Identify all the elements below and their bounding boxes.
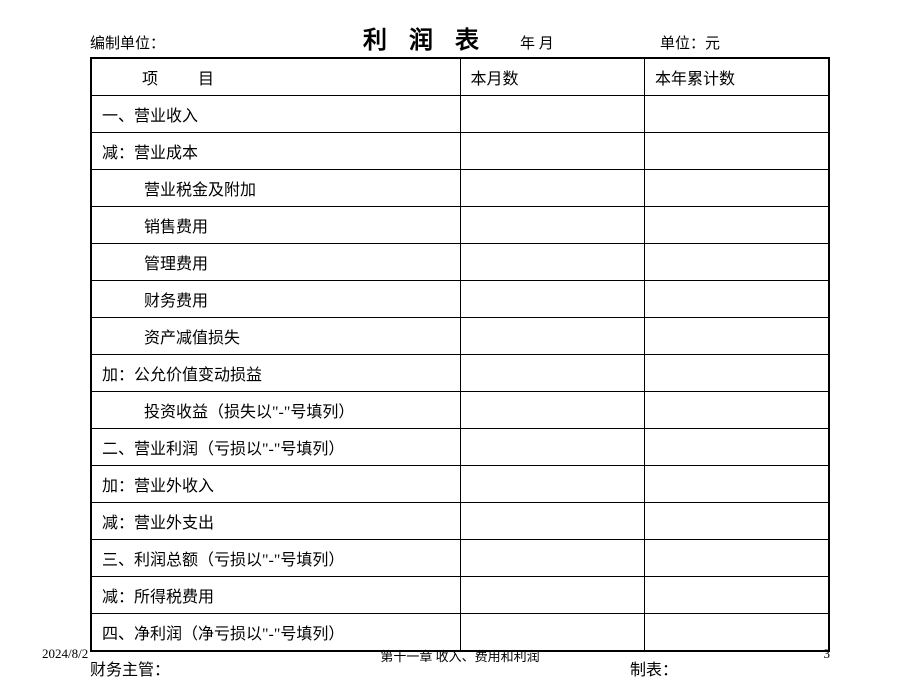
- col-header-item: 项目: [91, 58, 460, 96]
- month-value: [460, 244, 645, 281]
- month-value: [460, 170, 645, 207]
- table-row: 财务费用: [91, 281, 829, 318]
- row-label: 加：营业外收入: [91, 466, 460, 503]
- row-label: 减：所得税费用: [91, 577, 460, 614]
- row-label: 一、营业收入: [91, 96, 460, 133]
- year-value: [645, 355, 830, 392]
- year-value: [645, 503, 830, 540]
- year-value: [645, 429, 830, 466]
- month-value: [460, 355, 645, 392]
- year-value: [645, 466, 830, 503]
- row-label: 二、营业利润（亏损以"-"号填列）: [91, 429, 460, 466]
- income-statement-table: 项目 本月数 本年累计数 一、营业收入减：营业成本营业税金及附加销售费用管理费用…: [90, 57, 830, 652]
- row-label: 销售费用: [91, 207, 460, 244]
- table-row: 管理费用: [91, 244, 829, 281]
- year-value: [645, 318, 830, 355]
- row-label: 减：营业成本: [91, 133, 460, 170]
- table-row: 二、营业利润（亏损以"-"号填列）: [91, 429, 829, 466]
- table-row: 减：营业成本: [91, 133, 829, 170]
- month-value: [460, 133, 645, 170]
- month-value: [460, 392, 645, 429]
- year-value: [645, 133, 830, 170]
- unit-label: 单位：元: [650, 32, 830, 53]
- year-value: [645, 96, 830, 133]
- row-label: 资产减值损失: [91, 318, 460, 355]
- month-value: [460, 577, 645, 614]
- month-value: [460, 281, 645, 318]
- month-value: [460, 207, 645, 244]
- table-row: 三、利润总额（亏损以"-"号填列）: [91, 540, 829, 577]
- year-value: [645, 392, 830, 429]
- document-header: 编制单位： 利 润 表 年 月 单位：元: [90, 20, 830, 55]
- row-label: 管理费用: [91, 244, 460, 281]
- month-value: [460, 503, 645, 540]
- month-value: [460, 429, 645, 466]
- row-label: 财务费用: [91, 281, 460, 318]
- table-row: 加：公允价值变动损益: [91, 355, 829, 392]
- compiler-label: 编制单位：: [90, 32, 350, 53]
- col-header-year: 本年累计数: [645, 58, 830, 96]
- month-value: [460, 540, 645, 577]
- year-value: [645, 170, 830, 207]
- year-value: [645, 244, 830, 281]
- table-header-row: 项目 本月数 本年累计数: [91, 58, 829, 96]
- table-row: 一、营业收入: [91, 96, 829, 133]
- table-row: 销售费用: [91, 207, 829, 244]
- month-value: [460, 96, 645, 133]
- year-value: [645, 207, 830, 244]
- month-value: [460, 318, 645, 355]
- row-label: 三、利润总额（亏损以"-"号填列）: [91, 540, 460, 577]
- month-value: [460, 466, 645, 503]
- year-value: [645, 281, 830, 318]
- table-row: 投资收益（损失以"-"号填列）: [91, 392, 829, 429]
- table-row: 减：所得税费用: [91, 577, 829, 614]
- table-row: 加：营业外收入: [91, 466, 829, 503]
- row-label: 加：公允价值变动损益: [91, 355, 460, 392]
- page-number: 3: [824, 646, 831, 662]
- table-row: 营业税金及附加: [91, 170, 829, 207]
- row-label: 投资收益（损失以"-"号填列）: [91, 392, 460, 429]
- document-title: 利 润 表: [350, 20, 500, 55]
- date-label: 年 月: [500, 32, 650, 53]
- table-row: 减：营业外支出: [91, 503, 829, 540]
- row-label: 减：营业外支出: [91, 503, 460, 540]
- table-row: 资产减值损失: [91, 318, 829, 355]
- col-header-month: 本月数: [460, 58, 645, 96]
- page-chapter: 第十一章 收入、费用和利润: [0, 646, 920, 665]
- year-value: [645, 577, 830, 614]
- row-label: 营业税金及附加: [91, 170, 460, 207]
- year-value: [645, 540, 830, 577]
